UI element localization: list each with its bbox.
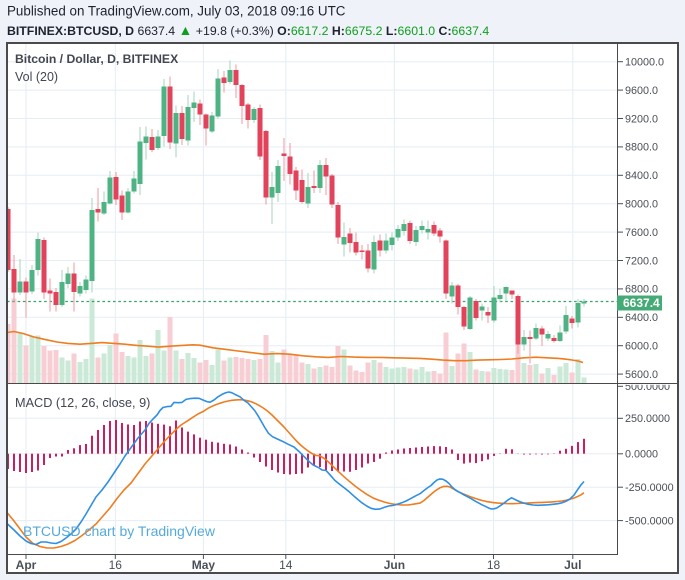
svg-text:BTCUSD chart by TradingView: BTCUSD chart by TradingView: [23, 523, 216, 539]
svg-text:14: 14: [279, 558, 293, 572]
svg-text:May: May: [192, 558, 216, 572]
svg-text:Jun: Jun: [384, 558, 405, 572]
svg-text:8000.0: 8000.0: [625, 199, 658, 211]
svg-text:Apr: Apr: [16, 558, 37, 572]
svg-text:6637.4: 6637.4: [623, 296, 660, 310]
svg-text:Vol (20): Vol (20): [15, 70, 58, 84]
svg-text:Bitcoin / Dollar, D, BITFINEX: Bitcoin / Dollar, D, BITFINEX: [15, 52, 179, 66]
svg-text:MACD (12, 26, close, 9): MACD (12, 26, close, 9): [15, 396, 150, 410]
svg-text:16: 16: [109, 558, 123, 572]
svg-text:500.0000: 500.0000: [625, 381, 670, 393]
svg-text:-500.0000: -500.0000: [625, 515, 674, 527]
svg-text:8800.0: 8800.0: [625, 142, 658, 154]
svg-text:Published on TradingView.com,: Published on TradingView.com, July 03, 2…: [7, 4, 346, 19]
svg-text:6400.0: 6400.0: [625, 312, 658, 324]
svg-text:7600.0: 7600.0: [625, 227, 658, 239]
svg-text:BITFINEX:BTCUSD, D 6637.4 ▲ +1: BITFINEX:BTCUSD, D 6637.4 ▲ +19.8 (+0.3%…: [7, 22, 489, 38]
svg-text:10000.0: 10000.0: [625, 57, 664, 69]
svg-text:-250.0000: -250.0000: [625, 482, 674, 494]
svg-text:7200.0: 7200.0: [625, 255, 658, 267]
svg-text:18: 18: [487, 558, 501, 572]
svg-text:8400.0: 8400.0: [625, 170, 658, 182]
svg-text:9200.0: 9200.0: [625, 113, 658, 125]
svg-text:Jul: Jul: [564, 558, 581, 572]
svg-text:9600.0: 9600.0: [625, 85, 658, 97]
svg-text:6000.0: 6000.0: [625, 341, 658, 353]
svg-text:0.0000: 0.0000: [625, 449, 658, 461]
svg-text:5600.0: 5600.0: [625, 369, 658, 381]
svg-text:250.0000: 250.0000: [625, 413, 670, 425]
svg-text:6800.0: 6800.0: [625, 284, 658, 296]
